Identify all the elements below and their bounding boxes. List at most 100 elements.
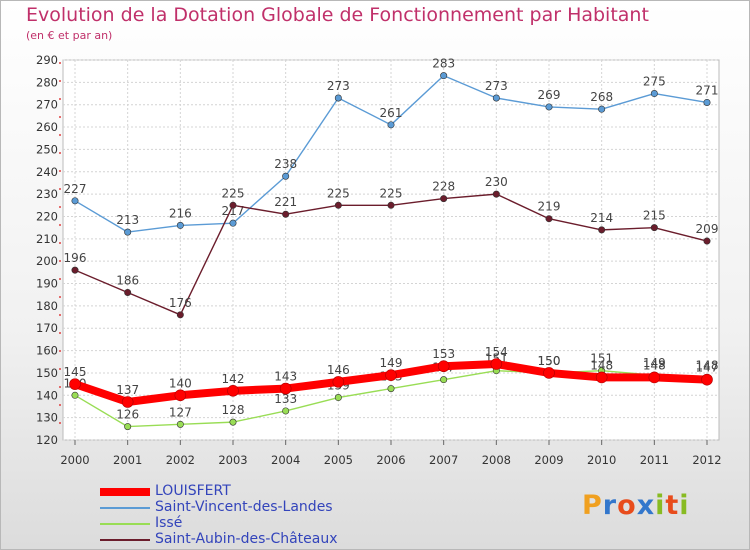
data-point — [282, 407, 290, 415]
data-point — [334, 394, 342, 402]
legend-swatch — [100, 488, 150, 496]
data-point — [545, 103, 553, 111]
proxiti-logo: Proxiti — [582, 490, 690, 521]
data-point — [543, 367, 555, 379]
data-label: 142 — [222, 372, 245, 386]
data-label: 269 — [538, 88, 561, 102]
data-label: 196 — [64, 251, 87, 265]
data-label: 148 — [643, 358, 666, 372]
legend-label: Saint-Vincent-des-Landes — [155, 499, 333, 515]
legend-label: Saint-Aubin-des-Châteaux — [155, 531, 338, 547]
data-label: 225 — [222, 186, 245, 200]
x-tick-label: 2005 — [324, 453, 353, 467]
data-point — [598, 226, 606, 234]
data-label: 148 — [696, 358, 719, 372]
data-label: 148 — [590, 358, 613, 372]
data-point — [174, 389, 187, 402]
data-point — [545, 215, 553, 223]
y-tick-label: 250 — [36, 142, 58, 156]
data-point — [648, 371, 661, 384]
y-tick-label: 230 — [36, 187, 58, 201]
y-tick-label: 210 — [36, 232, 58, 246]
data-point — [176, 311, 184, 319]
x-tick-label: 2003 — [218, 453, 247, 467]
y-tick-label: 200 — [36, 254, 58, 268]
chart-subtitle: (en € et par an) — [26, 29, 113, 42]
data-point — [595, 371, 608, 384]
chart-title: Evolution de la Dotation Globale de Fonc… — [26, 4, 649, 26]
logo-letter: r — [602, 490, 618, 521]
y-tick-label: 220 — [36, 209, 58, 223]
y-tick-label: 180 — [36, 299, 58, 313]
data-point — [492, 94, 500, 102]
x-tick-label: 2009 — [534, 453, 563, 467]
data-point — [332, 376, 345, 388]
data-point — [650, 90, 658, 98]
y-tick-label: 160 — [36, 344, 58, 358]
x-tick-label: 2004 — [271, 453, 300, 467]
data-point — [334, 94, 342, 102]
data-label: 128 — [222, 403, 245, 417]
data-label: 137 — [116, 383, 139, 397]
data-point — [229, 418, 237, 426]
data-label: 219 — [538, 200, 561, 214]
data-label: 225 — [380, 186, 403, 200]
data-label: 273 — [485, 79, 508, 93]
x-tick-label: 2011 — [640, 453, 669, 467]
data-label: 176 — [169, 296, 192, 310]
logo-letter: i — [679, 490, 690, 521]
data-point — [176, 221, 184, 229]
y-tick-label: 140 — [36, 388, 58, 402]
data-label: 214 — [590, 211, 613, 225]
data-point — [440, 195, 448, 203]
x-tick-label: 2002 — [166, 453, 195, 467]
data-point — [227, 385, 239, 397]
data-label: 230 — [485, 175, 508, 189]
logo-letter: x — [636, 490, 656, 521]
data-point — [71, 266, 79, 274]
data-label: 225 — [327, 186, 350, 200]
data-point — [385, 369, 397, 381]
data-point — [492, 190, 500, 198]
legend-swatch — [100, 539, 150, 541]
data-point — [334, 201, 342, 209]
legend-swatch — [100, 507, 150, 509]
data-label: 273 — [327, 79, 350, 93]
data-label: 186 — [116, 273, 139, 287]
y-tick-label: 170 — [36, 321, 58, 335]
logo-letter: t — [665, 490, 680, 521]
data-label: 149 — [643, 356, 666, 370]
data-label: 213 — [116, 213, 139, 227]
legend-label: LOUISFERT — [155, 483, 231, 499]
data-label: 275 — [643, 75, 666, 89]
data-point — [440, 72, 448, 80]
data-label: 140 — [169, 376, 192, 390]
data-label: 133 — [274, 392, 297, 406]
data-label: 151 — [590, 352, 613, 366]
data-point — [229, 201, 237, 209]
x-tick-label: 2007 — [429, 453, 458, 467]
y-tick-label: 130 — [36, 411, 58, 425]
x-tick-label: 2010 — [587, 453, 616, 467]
data-point — [121, 396, 134, 408]
data-label: 215 — [643, 209, 666, 223]
data-point — [387, 121, 395, 129]
data-label: 149 — [380, 356, 403, 370]
y-tick-label: 290 — [36, 53, 58, 67]
data-point — [176, 420, 184, 428]
data-label: 238 — [274, 157, 297, 171]
data-label: 216 — [169, 206, 192, 220]
data-label: 209 — [696, 222, 719, 236]
data-label: 221 — [274, 195, 297, 209]
y-tick-label: 280 — [36, 75, 58, 89]
data-label: 127 — [169, 405, 192, 419]
y-tick-label: 270 — [36, 98, 58, 112]
data-label: 126 — [116, 408, 139, 422]
x-tick-label: 2012 — [692, 453, 721, 467]
data-label: 143 — [274, 370, 297, 384]
data-point — [71, 391, 79, 399]
data-point — [71, 197, 79, 205]
y-tick-label: 190 — [36, 277, 58, 291]
data-point — [124, 228, 132, 236]
